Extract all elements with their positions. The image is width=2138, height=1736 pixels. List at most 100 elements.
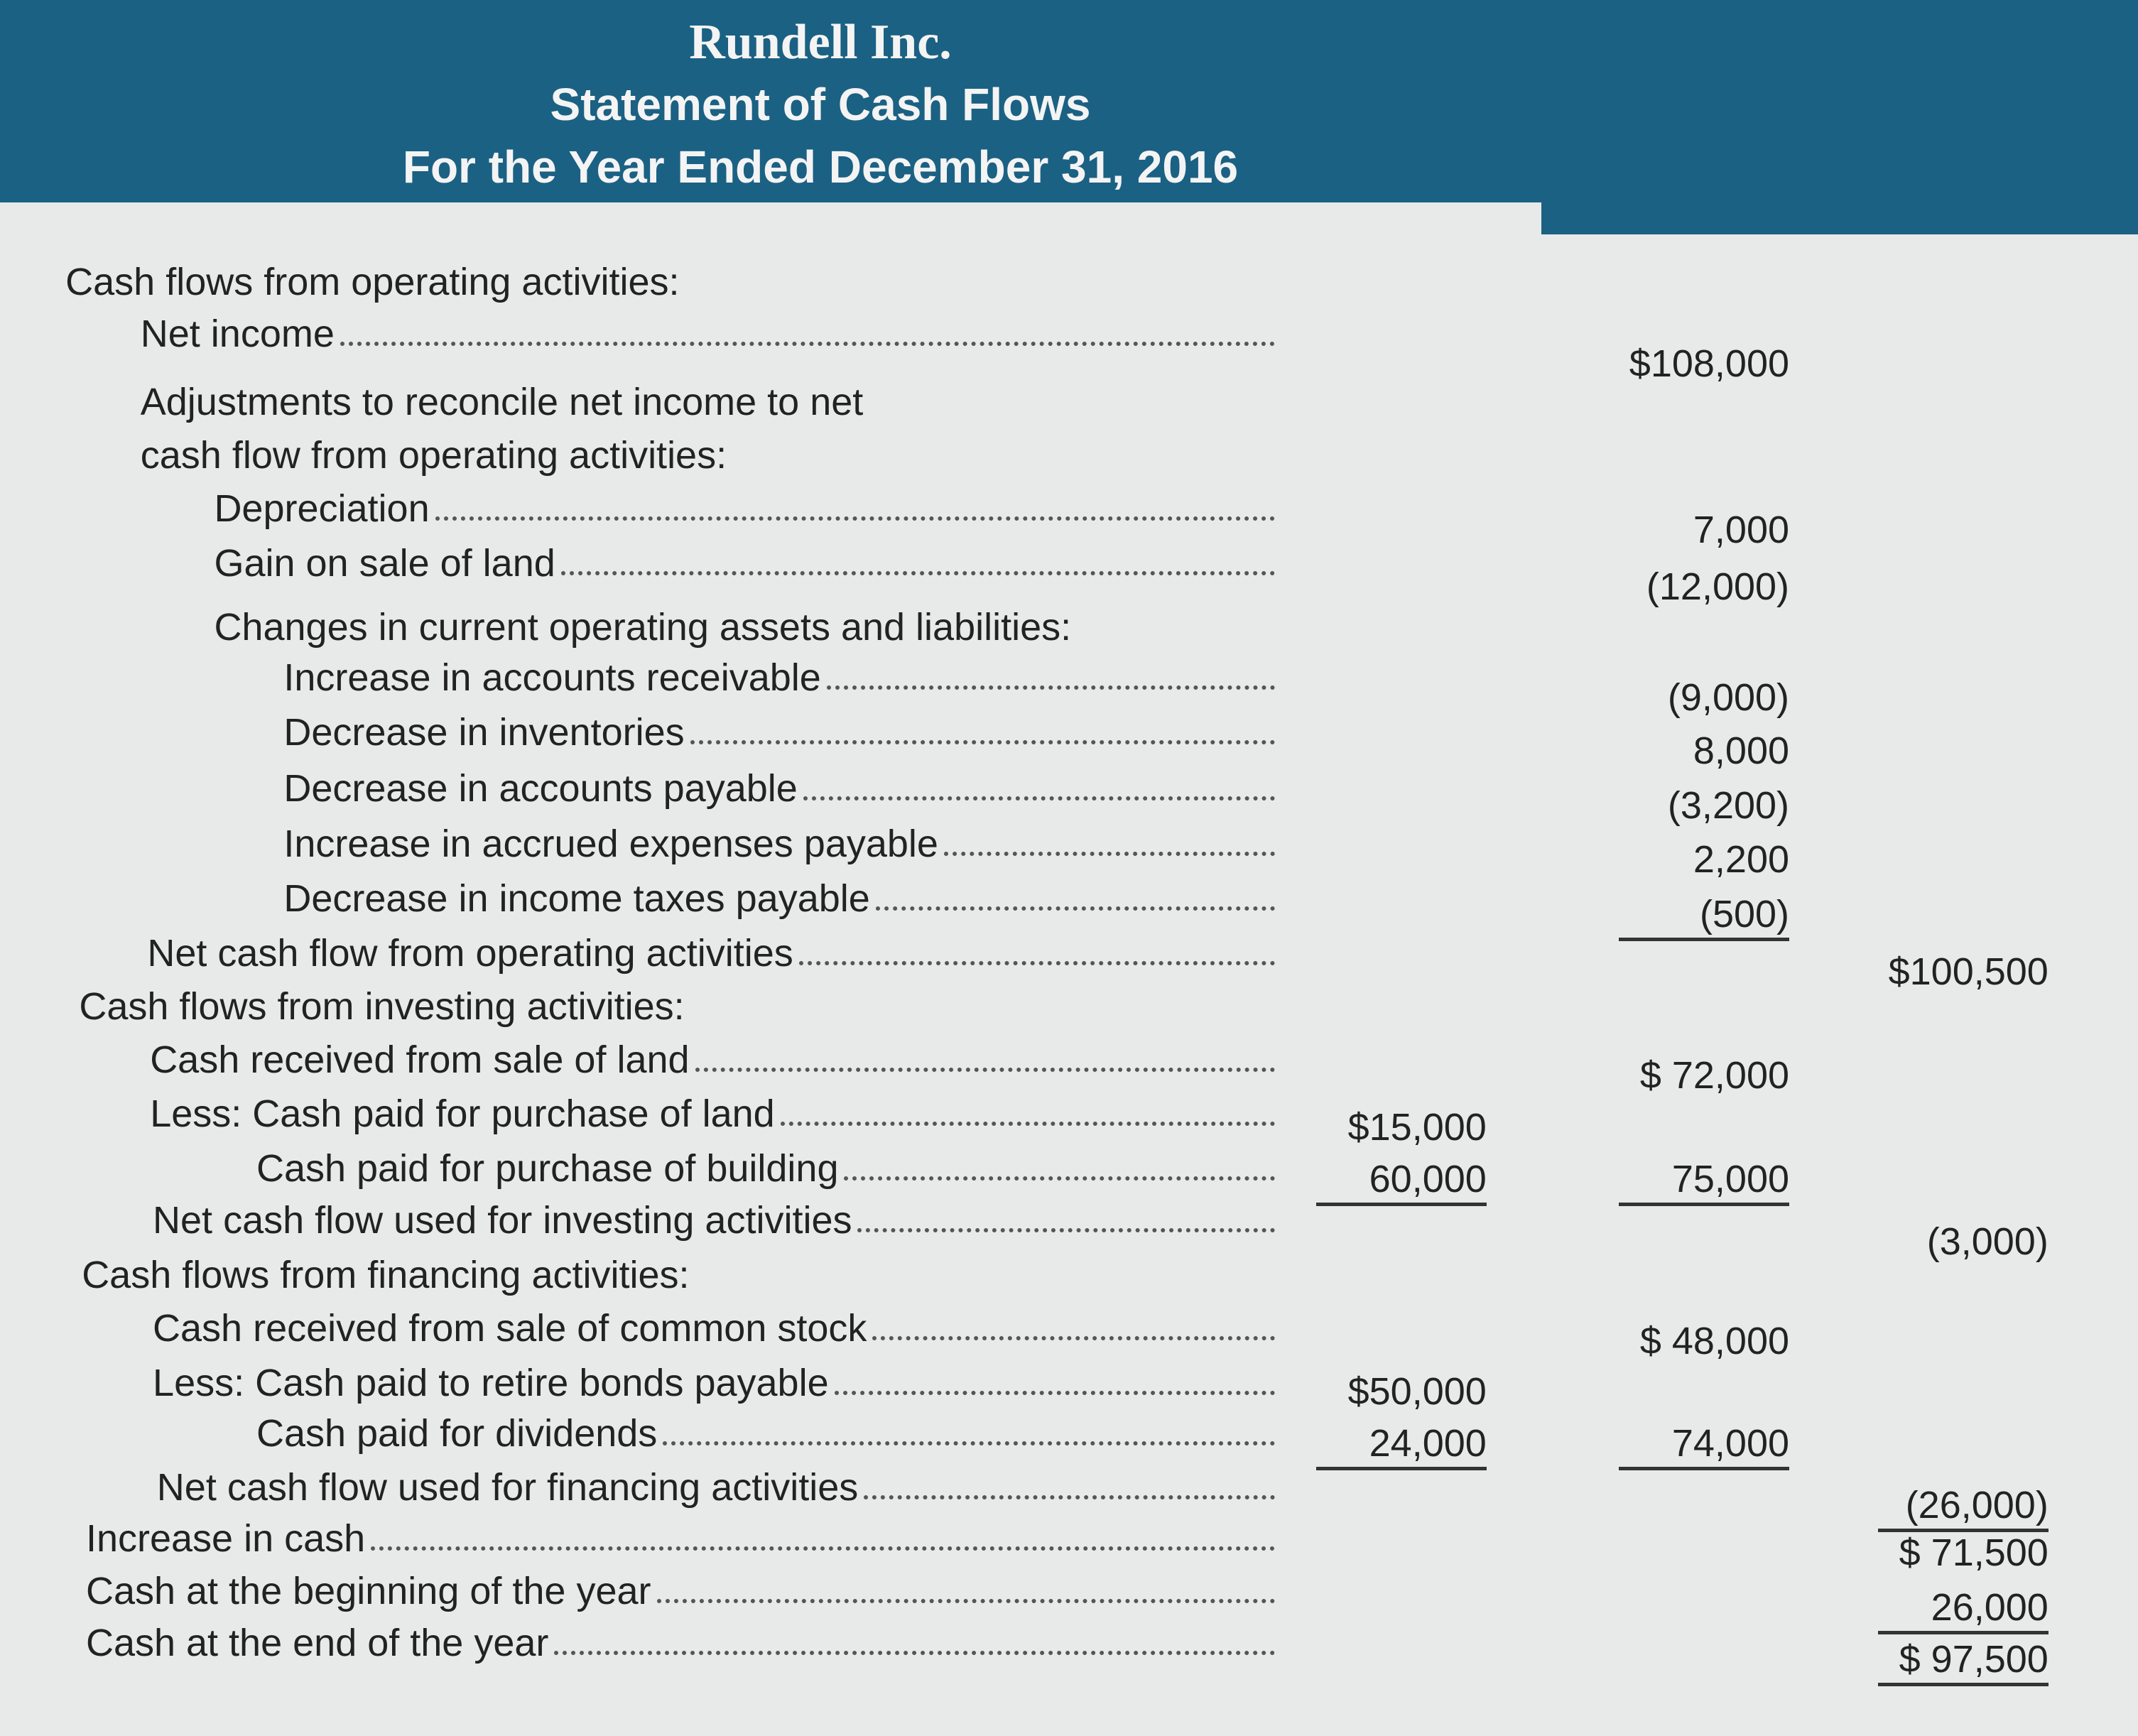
dot-leader [340, 342, 1276, 347]
dot-leader [798, 960, 1276, 965]
dot-leader [943, 852, 1276, 857]
dot-leader [803, 796, 1276, 801]
line-item: Less: Cash paid to retire bonds payable [153, 1355, 1276, 1405]
line-item: Decrease in income taxes payable [283, 871, 1276, 921]
item-label: Gain on sale of land [214, 541, 555, 585]
amount: $ 97,500 [1877, 1636, 2049, 1686]
line-item: Cash at the end of the year [85, 1615, 1276, 1665]
item-label: Net cash flow used for financing activit… [156, 1466, 859, 1509]
line-item: Increase in cash [85, 1511, 1276, 1561]
line-item: Increase in accounts receivable [283, 650, 1276, 700]
line-item: Cash flows from financing activities: [82, 1247, 689, 1297]
item-label: Cash received from sale of land [150, 1038, 690, 1081]
item-label: Cash paid for purchase of building [256, 1147, 839, 1190]
line-item: Net cash flow used for investing activit… [153, 1193, 1276, 1242]
line-item: Cash at the beginning of the year [85, 1563, 1276, 1613]
item-label: Net cash flow from operating activities [147, 931, 793, 975]
amount: (26,000) [1877, 1482, 2049, 1532]
item-label: Increase in cash [85, 1517, 366, 1560]
amount: 7,000 [1693, 508, 1790, 551]
dot-leader [435, 516, 1276, 521]
line-item: Decrease in inventories [283, 705, 1276, 754]
item-label: Adjustments to reconcile net income to n… [140, 381, 864, 424]
amount: $15,000 [1347, 1105, 1487, 1149]
item-label: Less: Cash paid for purchase of land [150, 1092, 775, 1136]
dot-leader [663, 1441, 1276, 1445]
dot-leader [371, 1546, 1276, 1551]
amount: 26,000 [1877, 1584, 2049, 1634]
line-item: Net cash flow used for financing activit… [156, 1460, 1276, 1509]
amount: $ 72,000 [1639, 1053, 1790, 1097]
amount: 8,000 [1693, 729, 1790, 772]
period: For the Year Ended December 31, 2016 [402, 141, 1239, 192]
item-label: Cash received from sale of common stock [153, 1306, 867, 1350]
dot-leader [834, 1390, 1276, 1395]
line-item: Cash paid for purchase of building [256, 1141, 1276, 1190]
dot-leader [656, 1599, 1276, 1604]
amount: (3,200) [1667, 783, 1790, 827]
line-item: Cash flows from operating activities: [65, 254, 679, 304]
line-item: Cash received from sale of common stock [153, 1301, 1276, 1350]
dot-leader [864, 1495, 1276, 1500]
item-label: Cash at the beginning of the year [85, 1570, 651, 1613]
amount: $ 48,000 [1639, 1320, 1790, 1363]
dot-leader [857, 1228, 1276, 1233]
amount: 75,000 [1619, 1156, 1790, 1206]
item-label: Cash flows from financing activities: [82, 1253, 690, 1296]
item-label: Depreciation [214, 487, 430, 530]
item-label: Net cash flow used for investing activit… [153, 1199, 852, 1242]
dot-leader [826, 685, 1276, 690]
amount: (3,000) [1926, 1220, 2049, 1264]
line-item: Cash received from sale of land [150, 1032, 1276, 1082]
line-item: Changes in current operating assets and … [214, 600, 1071, 649]
amount: 2,200 [1693, 838, 1790, 881]
item-label: Decrease in accounts payable [283, 766, 798, 810]
header-band [1541, 192, 2138, 234]
line-item: Adjustments to reconcile net income to n… [141, 374, 864, 424]
item-label: Decrease in inventories [283, 710, 685, 754]
item-label: cash flow from operating activities: [140, 434, 727, 477]
item-label: Increase in accrued expenses payable [283, 823, 938, 866]
line-item: Net income [140, 306, 1276, 356]
dot-leader [695, 1067, 1276, 1072]
amount: $ 71,500 [1899, 1531, 2049, 1574]
line-item: Increase in accrued expenses payable [283, 816, 1276, 866]
amount: 74,000 [1619, 1420, 1790, 1471]
amount: $100,500 [1888, 950, 2049, 993]
dot-leader [560, 570, 1276, 575]
dot-leader [844, 1176, 1276, 1181]
item-label: Increase in accounts receivable [283, 656, 821, 699]
line-item: Depreciation [214, 481, 1276, 531]
dot-leader [780, 1122, 1276, 1127]
amount: (500) [1619, 891, 1790, 942]
item-label: Cash flows from operating activities: [65, 261, 680, 304]
item-label: Cash paid for dividends [256, 1411, 658, 1455]
amount: 24,000 [1315, 1420, 1487, 1471]
amount: 60,000 [1315, 1156, 1487, 1206]
header-band [0, 0, 2138, 202]
line-item: Gain on sale of land [214, 536, 1276, 585]
line-item: Cash paid for dividends [256, 1406, 1276, 1455]
line-item: cash flow from operating activities: [141, 428, 727, 477]
line-item: Decrease in accounts payable [283, 761, 1276, 810]
line-item: Cash flows from investing activities: [79, 979, 684, 1029]
amount: $50,000 [1347, 1370, 1487, 1414]
item-label: Less: Cash paid to retire bonds payable [153, 1361, 829, 1404]
company: Rundell Inc. [689, 15, 952, 70]
dot-leader [554, 1651, 1276, 1656]
line-item: Less: Cash paid for purchase of land [150, 1086, 1276, 1136]
item-label: Changes in current operating assets and … [214, 605, 1072, 649]
line-item: Net cash flow from operating activities [147, 926, 1276, 975]
item-label: Cash at the end of the year [85, 1622, 549, 1665]
dot-leader [872, 1335, 1276, 1340]
amount: (12,000) [1646, 565, 1790, 609]
item-label: Net income [140, 313, 335, 356]
item-label: Decrease in income taxes payable [283, 877, 870, 921]
item-label: Cash flows from investing activities: [79, 984, 685, 1028]
dot-leader [690, 739, 1276, 744]
dot-leader [875, 906, 1276, 911]
amount: (9,000) [1667, 676, 1790, 719]
statement: Statement of Cash Flows [550, 79, 1091, 130]
amount: $108,000 [1629, 342, 1790, 385]
